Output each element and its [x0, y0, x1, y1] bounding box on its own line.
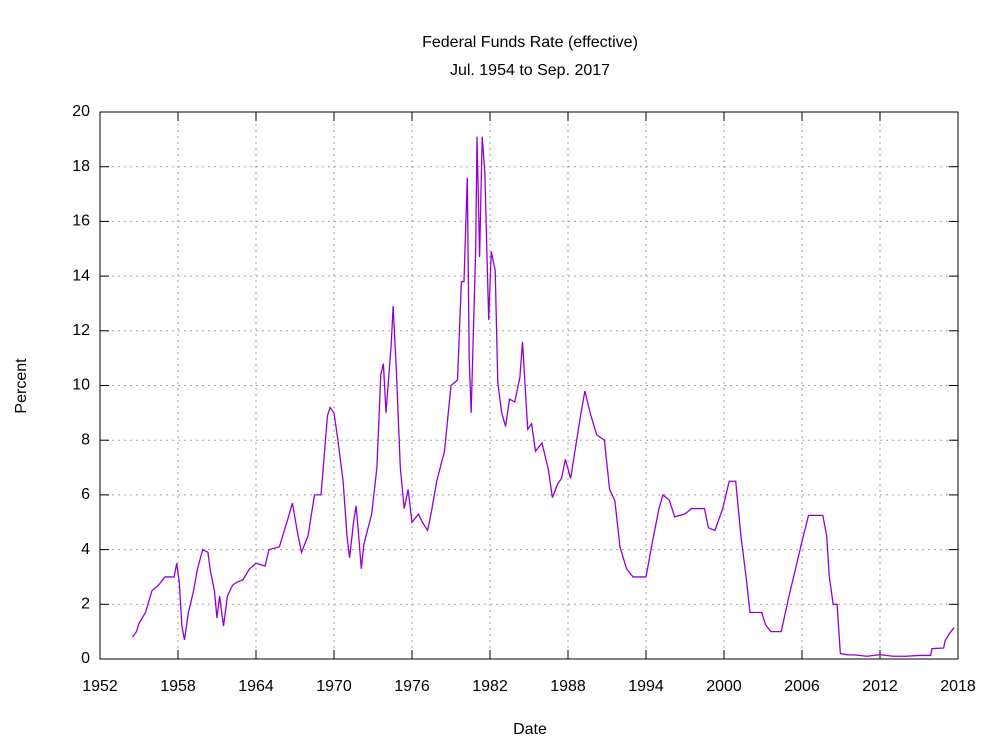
x-tick-label: 1958 — [160, 678, 196, 695]
x-tick-label: 2012 — [862, 678, 898, 695]
x-tick-label: 2006 — [784, 678, 820, 695]
y-tick-label: 0 — [81, 650, 90, 667]
y-tick-label: 18 — [72, 158, 90, 175]
x-tick-label: 1976 — [394, 678, 430, 695]
x-axis-label: Date — [513, 721, 547, 738]
x-tick-label: 1964 — [238, 678, 274, 695]
y-tick-label: 16 — [72, 213, 90, 230]
y-axis-label: Percent — [13, 358, 30, 414]
y-tick-label: 4 — [81, 541, 90, 558]
y-tick-label: 14 — [72, 267, 90, 284]
x-tick-label: 1982 — [472, 678, 508, 695]
y-tick-label: 12 — [72, 322, 90, 339]
y-tick-label: 6 — [81, 486, 90, 503]
line-series — [131, 136, 955, 657]
x-tick-label: 2018 — [940, 678, 976, 695]
y-tick-label: 10 — [72, 377, 90, 394]
plot-frame — [99, 111, 959, 660]
y-tick-label: 8 — [81, 431, 90, 448]
x-tick-label: 1994 — [628, 678, 664, 695]
x-tick-label: 2000 — [706, 678, 742, 695]
y-tick-label: 20 — [72, 103, 90, 120]
chart-subtitle: Jul. 1954 to Sep. 2017 — [450, 62, 610, 79]
chart-title: Federal Funds Rate (effective) — [422, 34, 638, 51]
x-tick-label: 1988 — [550, 678, 586, 695]
x-tick-label: 1952 — [82, 678, 118, 695]
x-tick-label: 1970 — [316, 678, 352, 695]
y-tick-label: 2 — [81, 596, 90, 613]
